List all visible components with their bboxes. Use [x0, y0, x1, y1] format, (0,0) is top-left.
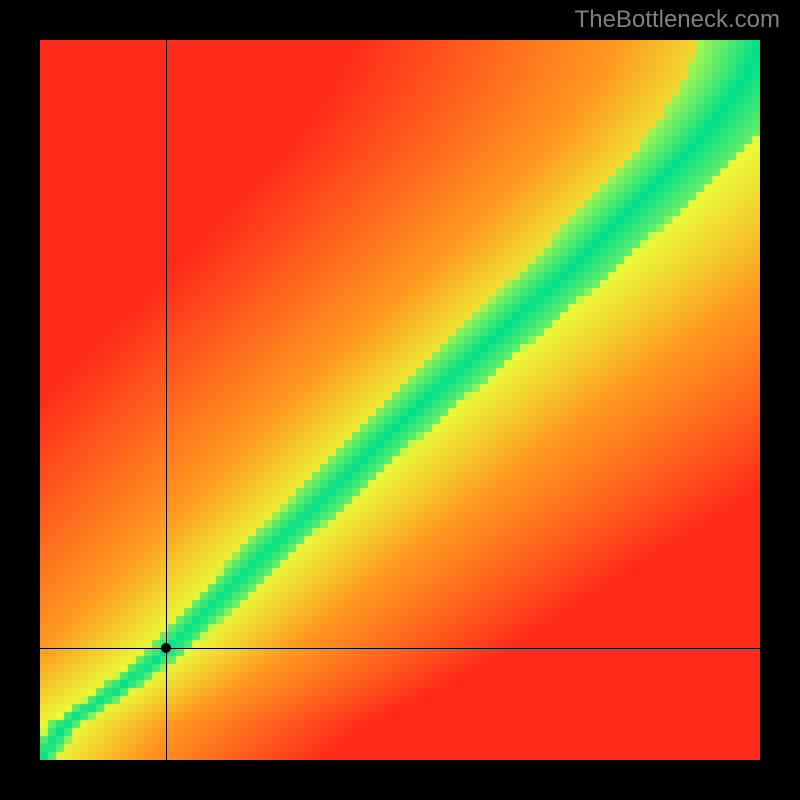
- attribution-text: TheBottleneck.com: [575, 6, 780, 34]
- plot-area: [40, 40, 760, 760]
- selected-point-marker: [161, 643, 171, 653]
- crosshair-horizontal-line: [40, 648, 760, 649]
- bottleneck-heatmap-canvas: [40, 40, 760, 760]
